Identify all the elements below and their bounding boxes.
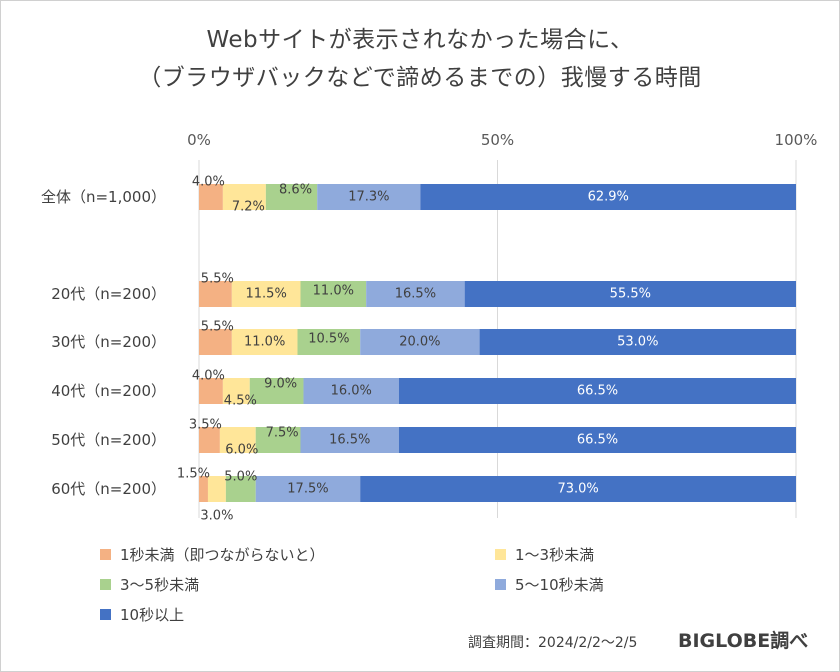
legend-item-1: 1秒未満（即つながらないと） (100, 544, 325, 565)
x-tick-label-0: 0% (187, 131, 211, 149)
legend-label-5: 10秒以上 (120, 606, 185, 624)
bar-segment-1-0 (199, 281, 232, 307)
bar-segment-4-2 (255, 427, 301, 453)
category-label-0: 全体（n=1,000） (41, 188, 166, 206)
legend-item-3: 3〜5秒未満 (100, 574, 199, 595)
bar-segment-2-4 (479, 329, 796, 355)
data-label-3-0: 4.0% (192, 369, 225, 384)
legend-label-3: 3〜5秒未満 (120, 576, 200, 594)
legend-item-5: 10秒以上 (100, 604, 184, 625)
bar-segment-0-4 (420, 184, 796, 210)
bar-segment-1-2 (300, 281, 367, 307)
category-label-3: 40代（n=200） (51, 382, 166, 400)
bar-segment-5-2 (225, 476, 256, 502)
legend-label-2: 1〜3秒未満 (515, 546, 595, 564)
bar-segment-4-1 (219, 427, 256, 453)
data-label-2-2: 10.5% (308, 332, 349, 347)
bar-segment-3-4 (398, 378, 796, 404)
category-label-2: 30代（n=200） (51, 333, 166, 351)
x-tick-label-50: 50% (481, 131, 514, 149)
data-label-4-0: 3.5% (189, 418, 222, 433)
bar-segment-0-3 (317, 184, 421, 210)
bar-segment-4-0 (199, 427, 220, 453)
bar-segment-3-3 (303, 378, 399, 404)
legend-swatch-3 (100, 579, 111, 590)
data-label-5-0: 1.5% (177, 467, 210, 482)
bar-segment-5-3 (255, 476, 361, 502)
bar-segment-5-1 (207, 476, 226, 502)
bar-segment-1-1 (231, 281, 301, 307)
x-tick-label-100: 100% (775, 131, 818, 149)
legend-swatch-2 (495, 549, 506, 560)
data-label-1-1: 11.5% (246, 287, 287, 302)
data-label-1-2: 11.0% (313, 284, 354, 299)
data-label-1-0: 5.5% (201, 272, 234, 287)
chart-title-line-1: Webサイトが表示されなかった場合に、 (206, 27, 634, 53)
data-label-0-1: 7.2% (232, 200, 265, 215)
data-label-4-2: 7.5% (266, 426, 299, 441)
legend-item-4: 5〜10秒未満 (495, 574, 604, 595)
legend-label-1: 1秒未満（即つながらないと） (120, 546, 325, 564)
data-label-3-2: 9.0% (264, 377, 297, 392)
legend-item-2: 1〜3秒未満 (495, 544, 594, 565)
data-label-1-4: 55.5% (610, 287, 651, 302)
data-label-2-1: 11.0% (244, 335, 285, 350)
source-credit: BIGLOBE調べ (678, 630, 809, 652)
bar-segment-5-0 (199, 476, 208, 502)
data-label-4-4: 66.5% (577, 433, 618, 448)
bar-segment-2-2 (297, 329, 361, 355)
legend-label-4: 5〜10秒未満 (515, 576, 604, 594)
bar-segment-5-4 (360, 476, 796, 502)
bar-segment-2-3 (360, 329, 480, 355)
bar-segment-2-0 (199, 329, 232, 355)
survey-period: 調査期間：2024/2/2〜2/5 (468, 635, 638, 651)
data-label-5-4: 73.0% (557, 482, 598, 497)
legend-swatch-1 (100, 549, 111, 560)
bar-segment-1-3 (366, 281, 465, 307)
category-label-4: 50代（n=200） (51, 431, 166, 449)
bar-segment-0-1 (222, 184, 266, 210)
bar-segment-0-0 (199, 184, 223, 210)
data-label-5-1: 3.0% (200, 509, 233, 524)
data-label-4-3: 16.5% (329, 433, 370, 448)
bar-segment-2-1 (231, 329, 298, 355)
category-label-1: 20代（n=200） (51, 285, 166, 303)
data-label-4-1: 6.0% (225, 443, 258, 458)
data-label-3-1: 4.5% (224, 394, 257, 409)
category-label-5: 60代（n=200） (51, 480, 166, 498)
chart-title-line-2: （ブラウザバックなどで諦めるまでの）我慢する時間 (138, 65, 702, 91)
bar-segment-1-4 (464, 281, 796, 307)
legend-swatch-5 (100, 609, 111, 620)
data-label-3-3: 16.0% (331, 384, 372, 399)
bar-segment-0-2 (265, 184, 318, 210)
data-label-0-0: 4.0% (192, 175, 225, 190)
data-label-2-4: 53.0% (617, 335, 658, 350)
bar-segment-3-0 (199, 378, 223, 404)
bar-segment-4-3 (300, 427, 399, 453)
bar-segment-3-1 (222, 378, 250, 404)
bar-segment-4-4 (398, 427, 796, 453)
data-label-2-3: 20.0% (399, 335, 440, 350)
data-label-0-3: 17.3% (348, 190, 389, 205)
data-label-3-4: 66.5% (577, 384, 618, 399)
data-label-0-2: 8.6% (279, 183, 312, 198)
bar-segment-3-2 (249, 378, 304, 404)
data-label-2-0: 5.5% (201, 320, 234, 335)
data-label-5-3: 17.5% (287, 482, 328, 497)
data-label-5-2: 5.0% (224, 470, 257, 485)
legend-swatch-4 (495, 579, 506, 590)
data-label-1-3: 16.5% (395, 287, 436, 302)
data-label-0-4: 62.9% (588, 190, 629, 205)
